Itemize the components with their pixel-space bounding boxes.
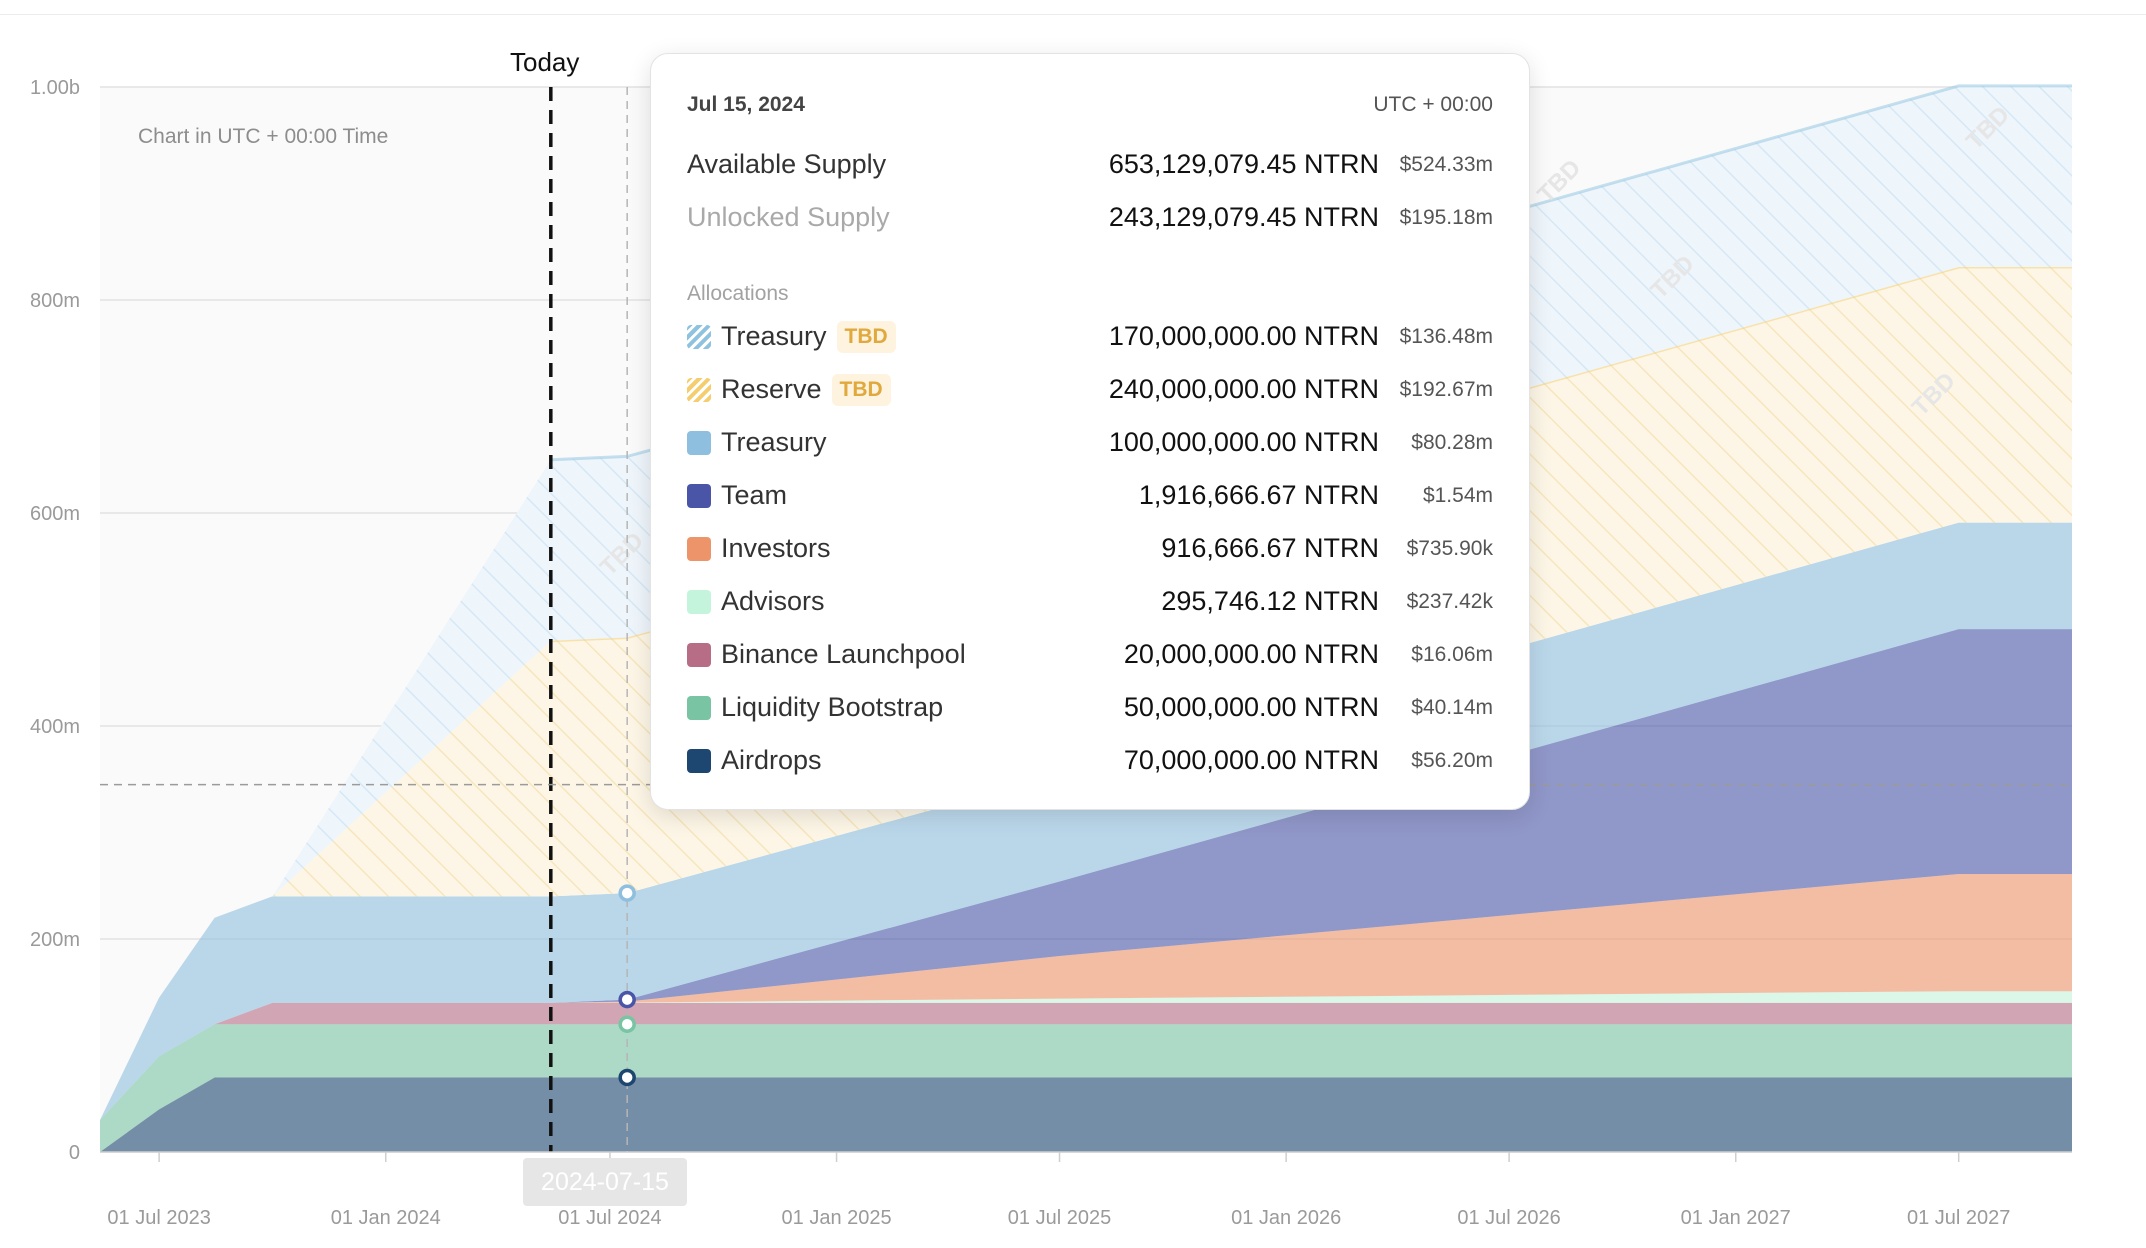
allocations-heading: Allocations [687, 282, 789, 305]
x-tick-label: 01 Jul 2024 [558, 1207, 661, 1229]
allocation-label: Advisors [721, 586, 825, 616]
allocation-usd: $56.20m [1411, 748, 1493, 772]
allocation-name: Treasury [687, 427, 1109, 458]
x-tick-label: 01 Jan 2025 [782, 1207, 892, 1229]
allocation-name: Binance Launchpool [687, 639, 1124, 670]
allocation-row: Reserve TBD 240,000,000.00 NTRN $192.67m [687, 363, 1493, 416]
allocation-usd: $40.14m [1411, 695, 1493, 719]
allocation-swatch [687, 377, 711, 402]
chart-tooltip: Jul 15, 2024 UTC + 00:00 Available Suppl… [650, 53, 1530, 810]
top-border-line [0, 14, 2146, 15]
allocation-row: Airdrops 70,000,000.00 NTRN $56.20m [687, 734, 1493, 787]
area-airdrops[interactable] [100, 1077, 2072, 1153]
allocation-name: Advisors [687, 586, 1161, 617]
allocation-label: Treasury [721, 427, 827, 457]
allocation-row: Binance Launchpool 20,000,000.00 NTRN $16.… [687, 628, 1493, 681]
today-label: Today [510, 47, 580, 77]
allocation-row: Treasury TBD 170,000,000.00 NTRN $136.48m [687, 310, 1493, 363]
unlocked-supply-amount: 243,129,079.45 NTRN [1108, 202, 1379, 232]
allocation-row: Advisors 295,746.12 NTRN $237.42k [687, 575, 1493, 628]
allocation-swatch [687, 589, 711, 614]
tbd-badge: TBD [831, 373, 891, 406]
allocation-usd: $237.42k [1406, 589, 1493, 613]
allocation-name: Liquidity Bootstrap [687, 692, 1124, 723]
area-team[interactable] [100, 629, 2072, 1120]
allocation-swatch [687, 695, 711, 720]
available-supply-amount: 653,129,079.45 NTRN [1108, 149, 1379, 179]
allocation-name: Investors [687, 533, 1161, 564]
allocation-label: Binance Launchpool [721, 639, 966, 669]
available-supply-row: Available Supply 653,129,079.45 NTRN $52… [687, 138, 1493, 191]
y-tick-label: 0 [69, 1142, 80, 1164]
x-tick-label: 01 Jul 2025 [1008, 1207, 1111, 1229]
available-supply-usd: $524.33m [1399, 152, 1493, 176]
allocation-swatch [687, 430, 711, 455]
allocation-usd: $1.54m [1422, 483, 1493, 507]
area-treasury[interactable] [100, 85, 2072, 1120]
tooltip-date: Jul 15, 2024 [687, 93, 805, 116]
allocation-usd: $16.06m [1411, 642, 1493, 666]
allocation-usd: $735.90k [1406, 536, 1493, 560]
allocation-row: Team 1,916,666.67 NTRN $1.54m [687, 469, 1493, 522]
hover-date-chip: 2024-07-15 [523, 1158, 687, 1206]
allocation-name: Treasury TBD [687, 320, 1109, 353]
allocations-list: Treasury TBD 170,000,000.00 NTRN $136.48m Re… [687, 310, 1493, 787]
allocation-swatch [687, 642, 711, 667]
allocation-swatch [687, 748, 711, 773]
allocation-label: Airdrops [721, 745, 822, 775]
y-tick-label: 1.00b [30, 77, 80, 99]
hover-marker [618, 884, 636, 902]
allocation-amount: 100,000,000.00 NTRN [1108, 427, 1379, 457]
allocation-row: Liquidity Bootstrap 50,000,000.00 NTRN $40… [687, 681, 1493, 734]
x-tick-label: 01 Jan 2024 [331, 1207, 441, 1229]
allocation-label: Treasury [721, 321, 827, 351]
allocation-name: Airdrops [687, 745, 1124, 776]
hover-marker [618, 1068, 636, 1087]
y-tick-label: 800m [30, 290, 80, 312]
chart-timezone-note: Chart in UTC + 00:00 Time [138, 125, 388, 148]
allocation-usd: $136.48m [1399, 324, 1493, 348]
x-tick-label: 01 Jan 2026 [1231, 1207, 1341, 1229]
allocation-amount: 20,000,000.00 NTRN [1123, 639, 1379, 669]
y-tick-label: 400m [30, 716, 80, 738]
tbd-badge: TBD [836, 320, 896, 353]
area-binance-launchpool[interactable] [100, 1002, 2072, 1120]
allocation-usd: $192.67m [1399, 377, 1493, 401]
allocation-name: Reserve TBD [687, 373, 1109, 406]
area-treasury[interactable] [100, 522, 2072, 1120]
allocation-label: Liquidity Bootstrap [721, 692, 944, 722]
allocation-amount: 240,000,000.00 NTRN [1108, 374, 1379, 404]
x-tick-label: 01 Jul 2026 [1457, 1207, 1560, 1229]
allocation-amount: 295,746.12 NTRN [1161, 586, 1379, 616]
x-tick-label: 01 Jan 2027 [1681, 1207, 1791, 1229]
allocation-swatch [687, 483, 711, 508]
allocation-swatch [687, 324, 711, 349]
area-investors[interactable] [100, 874, 2072, 1120]
allocation-amount: 50,000,000.00 NTRN [1123, 692, 1379, 722]
x-tick-label: 01 Jul 2023 [107, 1207, 210, 1229]
allocation-usd: $80.28m [1411, 430, 1493, 454]
hover-marker [618, 990, 636, 1009]
x-tick-label: 01 Jul 2027 [1907, 1207, 2010, 1229]
y-tick-label: 200m [30, 929, 80, 951]
area-liquidity-bootstrap[interactable] [100, 1024, 2072, 1152]
tooltip-timezone: UTC + 00:00 [1373, 93, 1493, 116]
unlocked-supply-row: Unlocked Supply 243,129,079.45 NTRN $195… [687, 191, 1493, 244]
allocation-amount: 70,000,000.00 NTRN [1123, 745, 1379, 775]
allocation-swatch [687, 536, 711, 561]
allocation-row: Treasury 100,000,000.00 NTRN $80.28m [687, 416, 1493, 469]
allocation-label: Reserve [721, 374, 822, 404]
y-tick-label: 600m [30, 503, 80, 525]
allocation-amount: 170,000,000.00 NTRN [1108, 321, 1379, 351]
allocation-amount: 916,666.67 NTRN [1161, 533, 1379, 563]
unlocked-supply-label: Unlocked Supply [687, 202, 890, 232]
allocation-name: Team [687, 480, 1139, 511]
available-supply-label: Available Supply [687, 149, 887, 179]
hover-marker [618, 1015, 636, 1033]
allocation-label: Investors [721, 533, 831, 563]
unlocked-supply-usd: $195.18m [1399, 205, 1493, 229]
allocation-label: Team [721, 480, 788, 510]
allocation-row: Investors 916,666.67 NTRN $735.90k [687, 522, 1493, 575]
allocation-amount: 1,916,666.67 NTRN [1138, 480, 1379, 510]
